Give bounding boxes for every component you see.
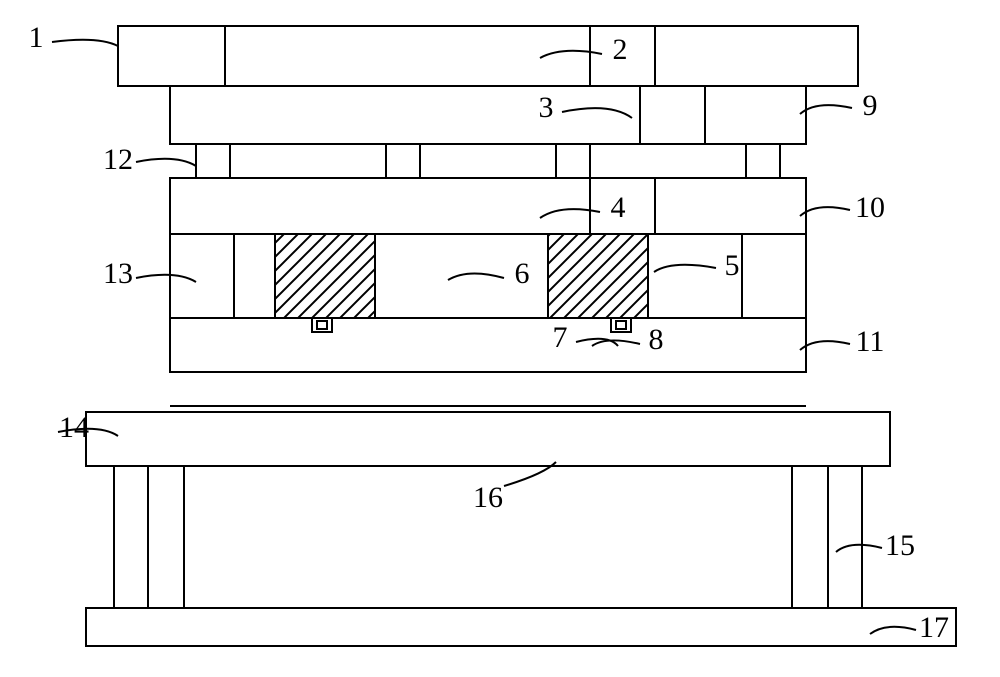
base-plate xyxy=(86,608,956,646)
label-1: 1 xyxy=(29,21,44,54)
label-13: 13 xyxy=(103,257,133,290)
label-5: 5 xyxy=(725,249,740,282)
leader-12 xyxy=(136,159,196,166)
label-2: 2 xyxy=(613,33,628,66)
leader-1 xyxy=(52,40,118,46)
leader-5 xyxy=(654,265,716,272)
leader-3 xyxy=(562,108,632,118)
diagram-canvas: 1234567891011121314151617 xyxy=(0,0,1000,677)
leader-17 xyxy=(870,627,916,634)
fourth-plate xyxy=(170,234,806,318)
leader-6 xyxy=(448,273,504,280)
fixture-inner xyxy=(317,321,327,329)
leader-9 xyxy=(800,105,852,114)
leader-13 xyxy=(136,275,196,282)
label-6: 6 xyxy=(515,257,530,290)
top-plate xyxy=(118,26,858,86)
label-12: 12 xyxy=(103,143,133,176)
sixth-plate xyxy=(86,412,890,466)
fifth-plate xyxy=(170,318,806,372)
label-16: 16 xyxy=(473,481,503,514)
label-17: 17 xyxy=(919,611,949,644)
hatched-block xyxy=(548,234,648,318)
label-8: 8 xyxy=(649,323,664,356)
label-14: 14 xyxy=(59,411,89,444)
leader-11 xyxy=(800,341,850,350)
leader-2 xyxy=(540,51,602,58)
label-15: 15 xyxy=(885,529,915,562)
label-4: 4 xyxy=(611,191,626,224)
label-10: 10 xyxy=(855,191,885,224)
hatched-block xyxy=(275,234,375,318)
leader-15 xyxy=(836,545,882,552)
leader-10 xyxy=(800,207,850,216)
fixture-inner xyxy=(616,321,626,329)
label-11: 11 xyxy=(856,325,885,358)
third-plate xyxy=(170,178,806,234)
second-plate xyxy=(170,86,806,144)
label-9: 9 xyxy=(863,89,878,122)
label-3: 3 xyxy=(539,91,554,124)
label-7: 7 xyxy=(553,321,568,354)
